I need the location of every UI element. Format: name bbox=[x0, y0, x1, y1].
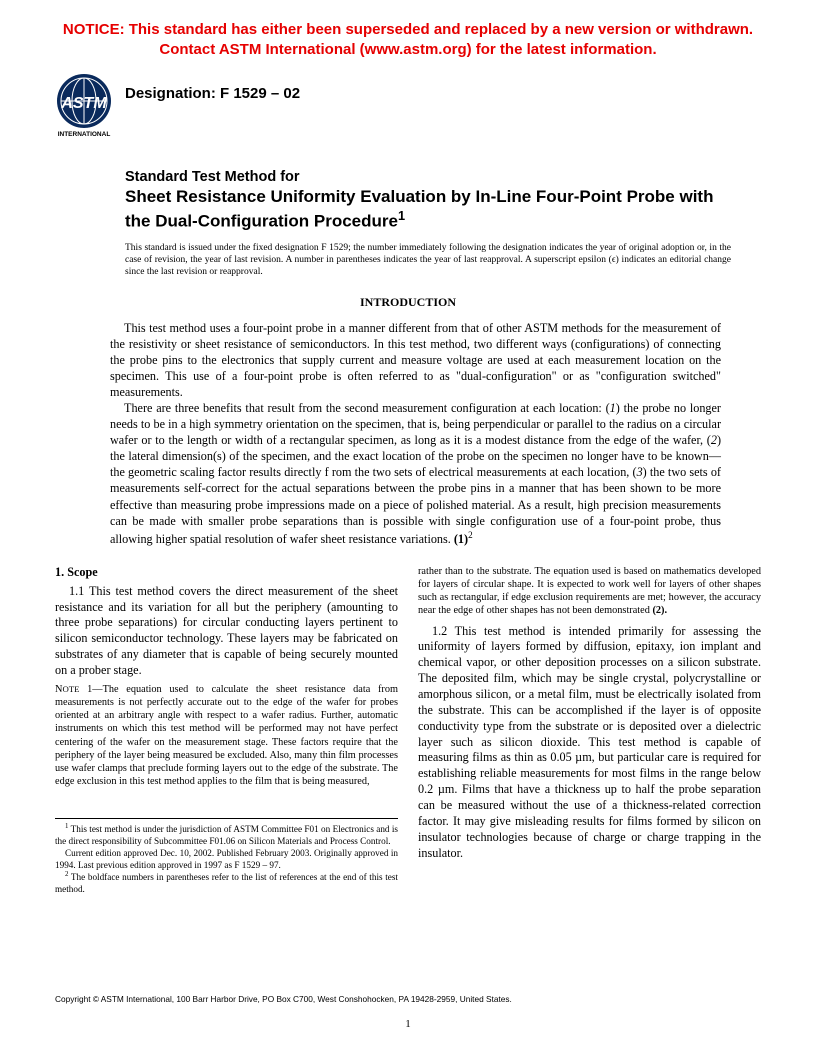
astm-logo: ASTM INTERNATIONAL bbox=[55, 73, 113, 138]
scope-p2: 1.2 This test method is intended primari… bbox=[418, 624, 761, 862]
title-label: Standard Test Method for bbox=[125, 168, 731, 187]
scope-heading: 1. Scope bbox=[55, 565, 398, 581]
svg-text:INTERNATIONAL: INTERNATIONAL bbox=[58, 131, 111, 138]
body-columns: 1. Scope 1.1 This test method covers the… bbox=[55, 565, 761, 896]
page-number: 1 bbox=[0, 1018, 816, 1030]
intro-p1: This test method uses a four-point probe… bbox=[110, 320, 721, 400]
svg-text:ASTM: ASTM bbox=[60, 95, 107, 112]
note1-text: —The equation used to calculate the shee… bbox=[55, 684, 398, 787]
notice-line2: Contact ASTM International (www.astm.org… bbox=[159, 41, 656, 58]
issued-note: This standard is issued under the fixed … bbox=[125, 242, 731, 279]
scope-note1: NOTE 1—The equation used to calculate th… bbox=[55, 683, 398, 788]
intro-p2: There are three benefits that result fro… bbox=[110, 400, 721, 547]
footnotes: 1 This test method is under the jurisdic… bbox=[55, 818, 398, 896]
intro-body: This test method uses a four-point probe… bbox=[110, 320, 721, 547]
intro-heading: INTRODUCTION bbox=[55, 295, 761, 310]
copyright: Copyright © ASTM International, 100 Barr… bbox=[55, 994, 512, 1004]
title-main-text: Sheet Resistance Uniformity Evaluation b… bbox=[125, 187, 713, 230]
note1-continued: rather than to the substrate. The equati… bbox=[418, 565, 761, 618]
note1-label: NOTE 1 bbox=[55, 684, 92, 695]
footnote-1: 1 This test method is under the jurisdic… bbox=[55, 823, 398, 848]
title-sup: 1 bbox=[398, 208, 405, 223]
title-block: Standard Test Method for Sheet Resistanc… bbox=[125, 168, 731, 232]
title-main: Sheet Resistance Uniformity Evaluation b… bbox=[125, 186, 731, 231]
right-column: rather than to the substrate. The equati… bbox=[418, 565, 761, 896]
header-row: ASTM INTERNATIONAL Designation: F 1529 –… bbox=[55, 73, 761, 138]
footnote-1b: Current edition approved Dec. 10, 2002. … bbox=[55, 848, 398, 872]
footnote-2: 2 The boldface numbers in parentheses re… bbox=[55, 871, 398, 896]
notice-line1: NOTICE: This standard has either been su… bbox=[63, 21, 753, 38]
designation: Designation: F 1529 – 02 bbox=[125, 85, 300, 102]
notice-banner: NOTICE: This standard has either been su… bbox=[55, 20, 761, 61]
left-column: 1. Scope 1.1 This test method covers the… bbox=[55, 565, 398, 896]
scope-p1: 1.1 This test method covers the direct m… bbox=[55, 584, 398, 679]
